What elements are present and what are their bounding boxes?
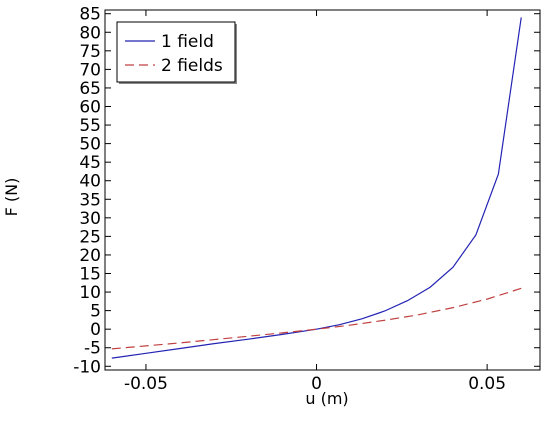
y-tick-label: 60: [79, 97, 101, 117]
y-tick-label: 20: [79, 246, 101, 266]
y-tick-label: 10: [79, 283, 101, 303]
y-tick-label: 40: [79, 172, 101, 192]
legend-label: 2 fields: [161, 56, 223, 76]
y-tick-label: 15: [79, 265, 101, 285]
y-tick-label: 55: [79, 116, 101, 136]
y-axis-label: F (N): [2, 178, 21, 217]
y-tick-label: 80: [79, 23, 101, 43]
y-tick-label: 5: [90, 302, 101, 322]
y-tick-label: 75: [79, 42, 101, 62]
y-tick-label: 45: [79, 153, 101, 173]
y-tick-label: 25: [79, 227, 101, 247]
y-tick-label: 85: [79, 5, 101, 25]
y-tick-label: 50: [79, 135, 101, 155]
y-tick-label: -5: [84, 339, 101, 359]
x-tick-label: 0.05: [468, 374, 506, 394]
legend-box: [116, 21, 236, 83]
legend-label: 1 field: [161, 32, 214, 52]
y-tick-label: 0: [90, 320, 101, 340]
axes-layer: -10-50510152025303540455055606570758085-…: [73, 5, 541, 394]
y-tick-label: 70: [79, 60, 101, 80]
plot-frame: [104, 9, 541, 371]
legend: 1 field 2 fields: [116, 21, 237, 84]
series-layer: [111, 17, 522, 359]
series-line-1: [111, 17, 522, 359]
y-tick-label: 30: [79, 209, 101, 229]
x-axis-label: u (m): [305, 389, 348, 408]
y-tick-label: 65: [79, 79, 101, 99]
x-tick-label: 0: [311, 374, 322, 394]
y-tick-label: 35: [79, 190, 101, 210]
series-line-2: [111, 287, 522, 350]
y-tick-label: -10: [73, 357, 101, 377]
x-tick-label: -0.05: [124, 374, 168, 394]
